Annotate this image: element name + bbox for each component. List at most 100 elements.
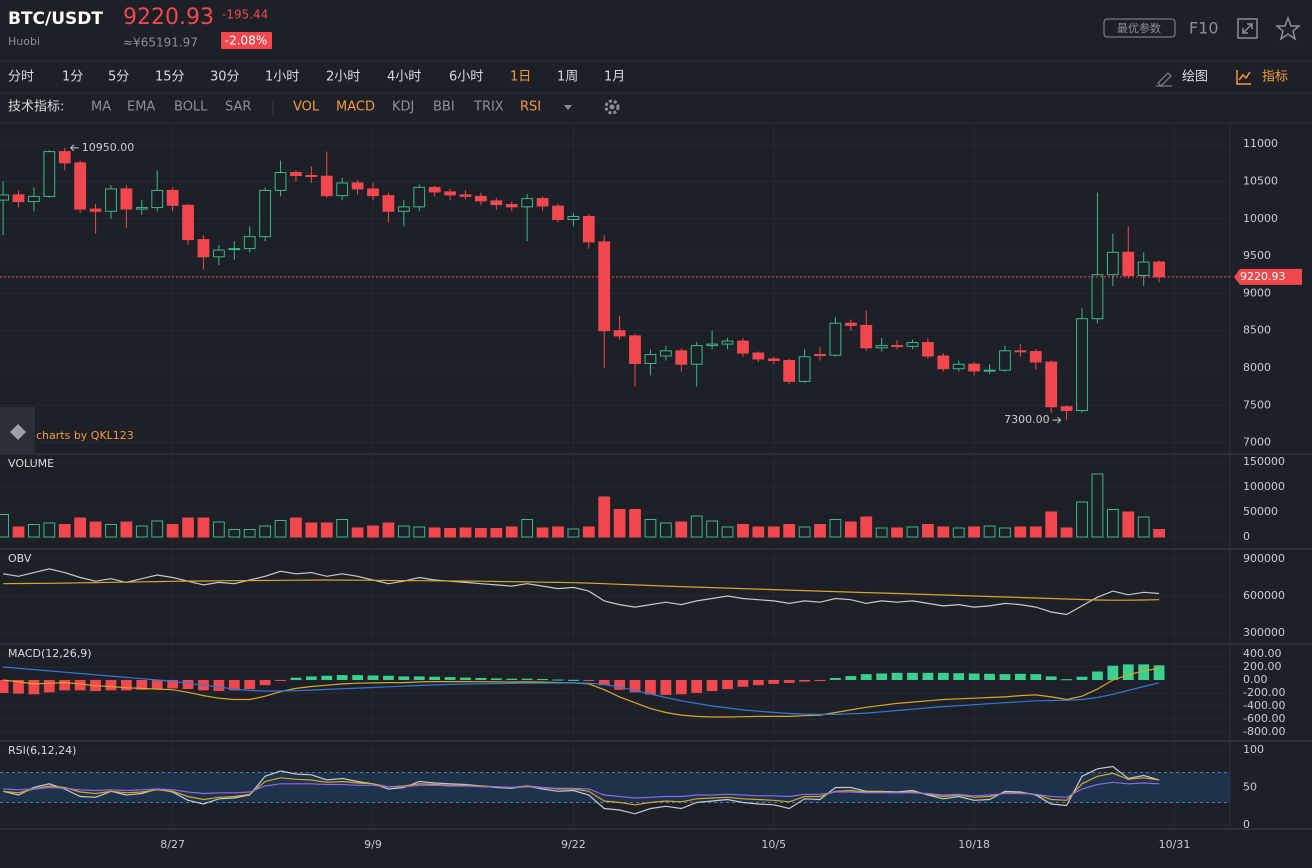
f10-button[interactable]: F10 xyxy=(1189,19,1219,38)
candle-body xyxy=(166,189,179,206)
volume-bar xyxy=(336,519,349,538)
macd-bar xyxy=(429,676,441,680)
params-button[interactable] xyxy=(1103,18,1176,38)
macd-bar xyxy=(74,679,86,691)
subchart-tab[interactable]: RSI xyxy=(520,100,541,115)
volume-bar xyxy=(74,517,87,538)
period-tab[interactable]: 2小时 xyxy=(326,70,360,85)
candle-body xyxy=(74,162,87,210)
candle-body xyxy=(274,172,287,191)
candle-body xyxy=(552,205,564,221)
candle-body xyxy=(351,182,364,190)
overlay-tab[interactable]: SAR xyxy=(225,100,251,115)
macd-bar xyxy=(259,679,271,686)
volume-bar xyxy=(783,524,796,538)
period-tab[interactable]: 15分 xyxy=(155,70,185,85)
macd-bar xyxy=(768,679,780,684)
favorite-icon[interactable] xyxy=(1274,15,1302,41)
annotation-arrow xyxy=(70,144,79,152)
candle-body xyxy=(737,340,749,354)
macd-bar xyxy=(891,672,903,680)
period-tab[interactable]: 4小时 xyxy=(387,70,421,85)
draw-icon[interactable] xyxy=(1156,72,1172,87)
period-tab[interactable]: 30分 xyxy=(210,70,240,85)
overlay-tab[interactable]: MA xyxy=(91,100,111,115)
period-tab[interactable]: 分时 xyxy=(8,70,34,85)
candle-body xyxy=(829,322,842,356)
volume-bar xyxy=(382,522,395,538)
overlay-tab[interactable]: EMA xyxy=(127,100,155,115)
candle-body xyxy=(814,354,826,357)
period-tab[interactable]: 1日 xyxy=(510,70,531,85)
period-tab[interactable]: 6小时 xyxy=(449,70,483,85)
rsi-band xyxy=(0,772,1230,803)
params-label[interactable]: 最优参数 xyxy=(1117,21,1161,35)
period-tab[interactable]: 1小时 xyxy=(265,70,299,85)
volume-bar xyxy=(397,525,410,538)
period-tab[interactable]: 5分 xyxy=(108,70,129,85)
period-tab[interactable]: 1周 xyxy=(557,70,578,85)
macd-bar xyxy=(352,675,363,680)
change: -195.44 xyxy=(222,8,268,22)
volume-bar xyxy=(166,524,179,538)
candle-body xyxy=(1153,261,1165,278)
macd-bar xyxy=(305,676,317,680)
candle-body xyxy=(582,216,595,243)
watermark: charts by QKL123 xyxy=(36,429,134,442)
period-tab[interactable]: 1分 xyxy=(62,70,83,85)
subchart-tab[interactable]: BBI xyxy=(433,100,455,115)
macd-bar xyxy=(706,679,718,692)
volume-bar xyxy=(952,527,965,538)
volume-bar xyxy=(320,522,333,538)
volume-bar xyxy=(1106,509,1119,538)
macd-bar xyxy=(1122,664,1134,680)
subchart-tab[interactable]: TRIX xyxy=(473,100,504,115)
volume-bar xyxy=(613,509,626,538)
candle-body xyxy=(891,345,903,348)
tool-button[interactable]: 绘图 xyxy=(1182,70,1208,85)
price-cny: ≈¥65191.97 xyxy=(123,36,198,50)
y-tick-label: 600000 xyxy=(1243,589,1285,602)
last-price-label: 9220.93 xyxy=(1240,270,1286,283)
settings-icon[interactable] xyxy=(604,99,620,115)
y-tick-label: 0 xyxy=(1243,818,1250,831)
volume-bar xyxy=(552,526,564,538)
y-tick-label: 400.00 xyxy=(1243,647,1282,660)
macd-bar xyxy=(799,679,810,682)
tool-button[interactable]: 指标 xyxy=(1262,70,1288,85)
volume-bar xyxy=(135,525,148,538)
subchart-tab[interactable]: KDJ xyxy=(392,100,414,115)
volume-bar xyxy=(212,521,225,538)
macd-bar xyxy=(0,679,9,693)
macd-bar xyxy=(552,679,564,681)
fullscreen-icon[interactable] xyxy=(1237,18,1258,39)
candle-body xyxy=(459,194,472,197)
panel-title: RSI(6,12,24) xyxy=(8,744,76,757)
volume-bar xyxy=(690,515,703,538)
macd-bar xyxy=(567,679,579,681)
x-tick-label: 10/5 xyxy=(761,838,786,851)
candle-body xyxy=(259,189,272,238)
subchart-tab[interactable]: VOL xyxy=(293,100,320,115)
volume-bar xyxy=(43,522,56,538)
price: 9220.93 xyxy=(123,5,214,30)
candle-body xyxy=(860,324,873,349)
macd-bar xyxy=(105,679,117,691)
volume-bar xyxy=(659,522,672,538)
overlay-tab[interactable]: BOLL xyxy=(174,100,208,115)
indicator-icon[interactable] xyxy=(1236,70,1251,85)
macd-bar xyxy=(814,679,826,681)
macd-bar xyxy=(752,679,764,686)
candle-body xyxy=(659,350,672,357)
volume-bar xyxy=(413,526,426,538)
candle-body xyxy=(706,343,718,347)
y-tick-label: 300000 xyxy=(1243,626,1285,639)
volume-bar xyxy=(12,526,25,538)
candle-body xyxy=(12,194,25,203)
macd-bar xyxy=(413,676,425,680)
subchart-tab[interactable]: MACD xyxy=(336,100,375,115)
period-tab[interactable]: 1月 xyxy=(604,70,625,85)
x-tick-label: 10/31 xyxy=(1159,838,1191,851)
dropdown-icon[interactable] xyxy=(564,105,572,110)
